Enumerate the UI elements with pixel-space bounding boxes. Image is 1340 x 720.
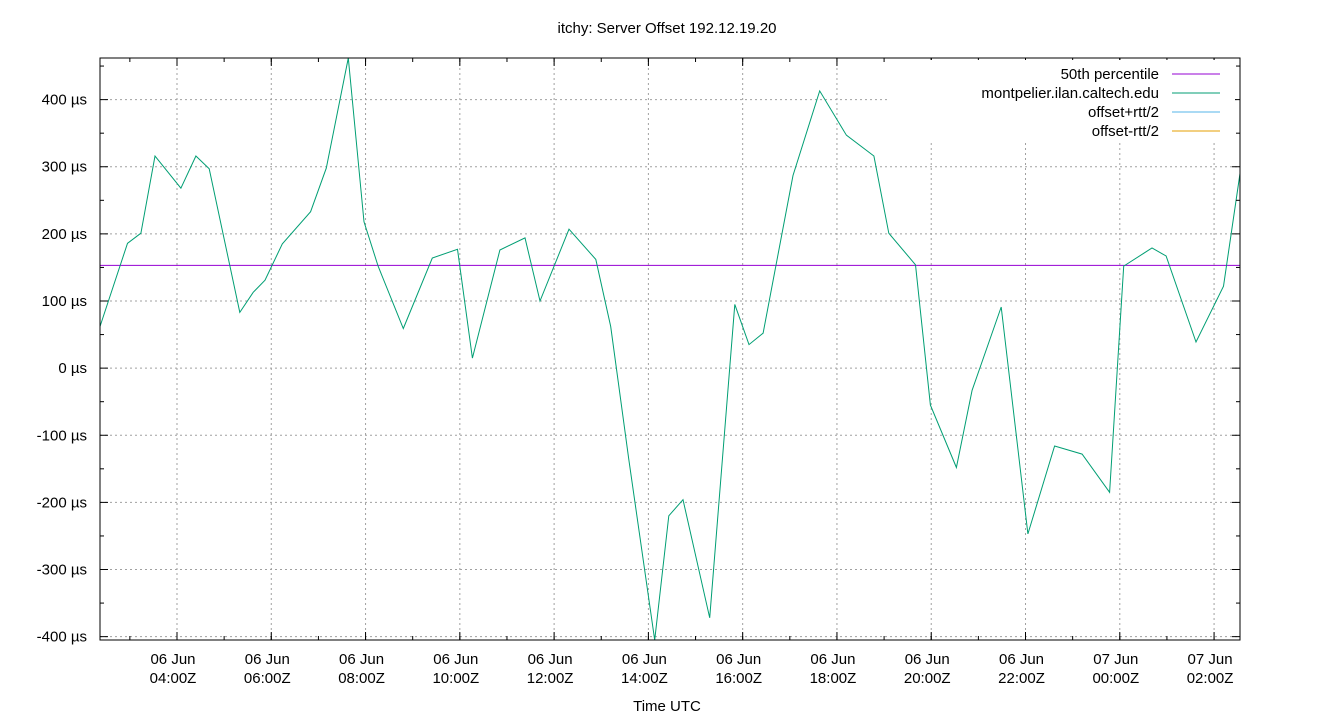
y-tick-label: 100 µs [42, 293, 87, 310]
x-tick-label-date: 06 Jun [433, 651, 478, 668]
x-tick-label-time: 00:00Z [1092, 670, 1139, 687]
y-tick-label: -200 µs [37, 494, 87, 511]
x-tick-label-time: 12:00Z [527, 670, 574, 687]
y-tick-label: 400 µs [42, 92, 87, 109]
y-tick-labels: 400 µs 300 µs 200 µs 100 µs 0 µs -100 µs -200 … [37, 92, 87, 646]
x-tick-label-time: 10:00Z [432, 670, 479, 687]
x-tick-label-date: 06 Jun [339, 651, 384, 668]
x-tick-label-date: 07 Jun [1093, 651, 1138, 668]
axis-ticks [100, 58, 1240, 640]
y-tick-label: 300 µs [42, 159, 87, 176]
x-tick-label-time: 20:00Z [904, 670, 951, 687]
legend-label: montpelier.ilan.caltech.edu [981, 85, 1159, 102]
y-tick-label: 0 µs [58, 360, 87, 377]
x-tick-label-date: 06 Jun [905, 651, 950, 668]
x-tick-label-time: 08:00Z [338, 670, 385, 687]
x-axis-label: Time UTC [633, 698, 701, 715]
x-tick-label-time: 04:00Z [150, 670, 197, 687]
legend-label: offset+rtt/2 [1088, 104, 1159, 121]
x-tick-labels: 06 Jun 04:00Z 06 Jun 06:00Z 06 Jun 08:00Z 06 J… [150, 651, 1234, 687]
x-tick-label-date: 06 Jun [999, 651, 1044, 668]
y-tick-label: 200 µs [42, 226, 87, 243]
x-tick-label-time: 18:00Z [810, 670, 857, 687]
y-tick-label: -300 µs [37, 562, 87, 579]
x-tick-label-date: 06 Jun [716, 651, 761, 668]
plot-frame [99, 57, 1241, 641]
x-tick-label-date: 06 Jun [150, 651, 195, 668]
chart-title: itchy: Server Offset 192.12.19.20 [557, 20, 776, 37]
x-tick-label-date: 07 Jun [1188, 651, 1233, 668]
grid [100, 58, 1240, 640]
x-tick-label-time: 02:00Z [1187, 670, 1234, 687]
x-tick-label-time: 22:00Z [998, 670, 1045, 687]
x-tick-label-date: 06 Jun [528, 651, 573, 668]
x-tick-label-date: 06 Jun [810, 651, 855, 668]
y-tick-label: -400 µs [37, 629, 87, 646]
x-tick-label-date: 06 Jun [245, 651, 290, 668]
legend: 50th percentile montpelier.ilan.caltech.e… [890, 60, 1235, 142]
legend-label: offset-rtt/2 [1092, 123, 1159, 140]
series-layer [99, 57, 1241, 641]
x-tick-label-time: 06:00Z [244, 670, 291, 687]
x-tick-label-date: 06 Jun [622, 651, 667, 668]
series-line [99, 57, 1241, 641]
y-tick-label: -100 µs [37, 427, 87, 444]
x-tick-label-time: 16:00Z [715, 670, 762, 687]
legend-label: 50th percentile [1061, 66, 1159, 83]
x-tick-label-time: 14:00Z [621, 670, 668, 687]
